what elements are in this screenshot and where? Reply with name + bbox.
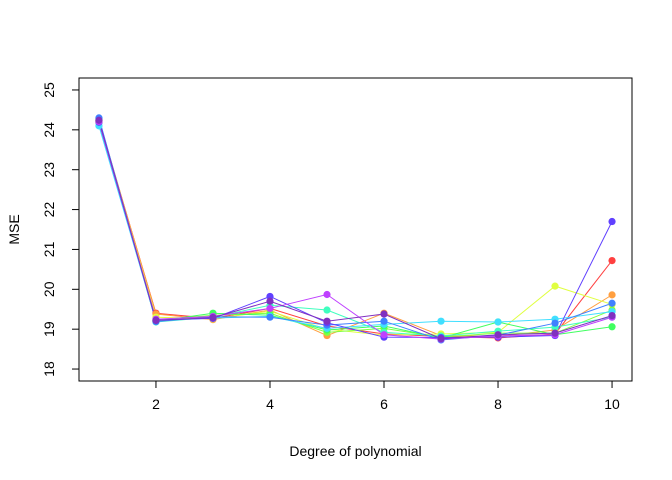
series-points [95,114,616,344]
y-tick-label: 22 [41,202,57,218]
data-point [608,312,616,320]
data-point [608,256,616,265]
y-tick-label: 18 [41,361,57,377]
y-tick-label: 24 [41,122,57,138]
series-line [98,120,613,339]
series-line [98,125,613,329]
data-point [608,217,616,226]
data-point [152,316,160,324]
series-line [98,121,613,336]
data-point [209,314,217,322]
data-point [494,318,502,326]
data-point [437,317,445,325]
x-tick-label: 8 [494,396,502,412]
series-lines [98,117,613,341]
x-tick-label: 10 [604,396,620,412]
series-line [98,121,613,340]
data-point [608,291,616,299]
data-point [380,331,388,339]
y-tick-label: 21 [41,241,57,257]
data-point [608,323,616,331]
series-line [98,118,613,337]
data-point [380,310,388,318]
data-point [551,329,559,337]
data-point [380,317,388,325]
series-line [98,117,613,341]
x-axis-title: Degree of polynomial [289,443,421,459]
y-tick-label: 19 [41,321,57,337]
data-point [551,282,559,290]
data-point [95,116,103,124]
data-point [323,317,331,325]
data-point [323,290,331,299]
x-tick-label: 2 [152,396,160,412]
x-tick-label: 4 [266,396,274,412]
x-axis: 2 4 6 8 10 [152,380,620,412]
y-tick-label: 25 [41,82,57,98]
series-line [98,122,613,338]
y-axis-title: MSE [6,214,22,244]
series-line [98,120,613,340]
data-point [608,299,616,307]
y-tick-label: 20 [41,281,57,297]
x-tick-label: 6 [380,396,388,412]
data-point [494,331,502,339]
data-point [437,335,445,343]
data-point [266,297,274,305]
series-line [98,119,613,337]
series-line [98,122,613,339]
data-point [551,319,559,327]
y-axis: 18 19 20 21 22 23 24 25 [41,82,80,377]
data-point [323,306,331,314]
series-line [98,120,613,339]
y-tick-label: 23 [41,162,57,178]
data-point [266,304,274,313]
data-point [266,313,274,321]
